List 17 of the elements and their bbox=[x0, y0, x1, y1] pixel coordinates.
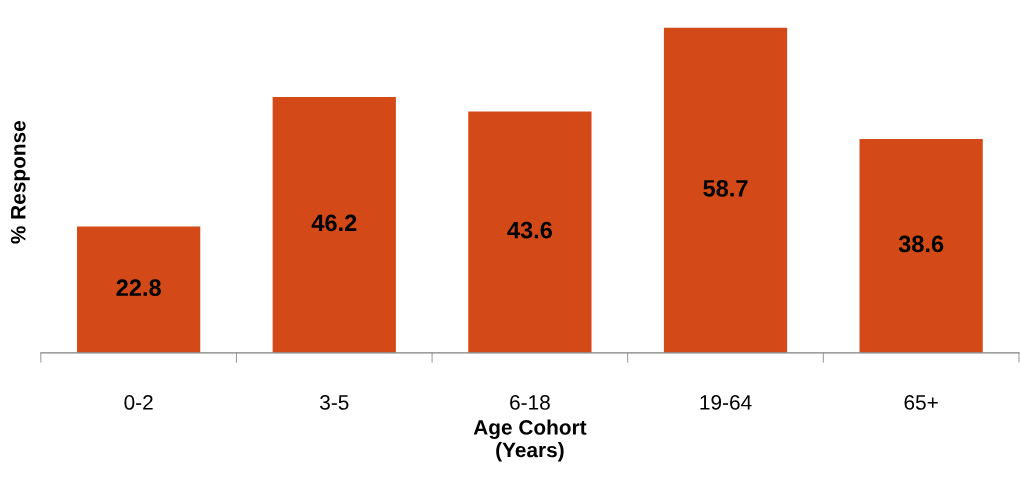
data-label: 58.7 bbox=[703, 179, 748, 197]
x-tick-label: 0-2 bbox=[124, 395, 153, 410]
bar bbox=[663, 27, 788, 353]
data-label: 43.6 bbox=[507, 221, 553, 239]
data-label: 38.6 bbox=[898, 235, 944, 253]
x-axis-title: Age Cohort (Years) bbox=[473, 419, 587, 462]
bar bbox=[77, 226, 201, 353]
x-tick-label: 19-64 bbox=[700, 395, 752, 410]
data-label: 22.8 bbox=[116, 279, 161, 297]
data-label: 46.2 bbox=[311, 214, 357, 232]
bar bbox=[272, 97, 396, 353]
bar bbox=[859, 139, 983, 353]
x-tick-label: 6-18 bbox=[510, 395, 550, 410]
bar bbox=[468, 111, 592, 353]
y-axis-title: % Response bbox=[10, 120, 30, 244]
x-tick-label: 3-5 bbox=[320, 395, 349, 410]
x-tick-label: 65+ bbox=[904, 395, 938, 410]
